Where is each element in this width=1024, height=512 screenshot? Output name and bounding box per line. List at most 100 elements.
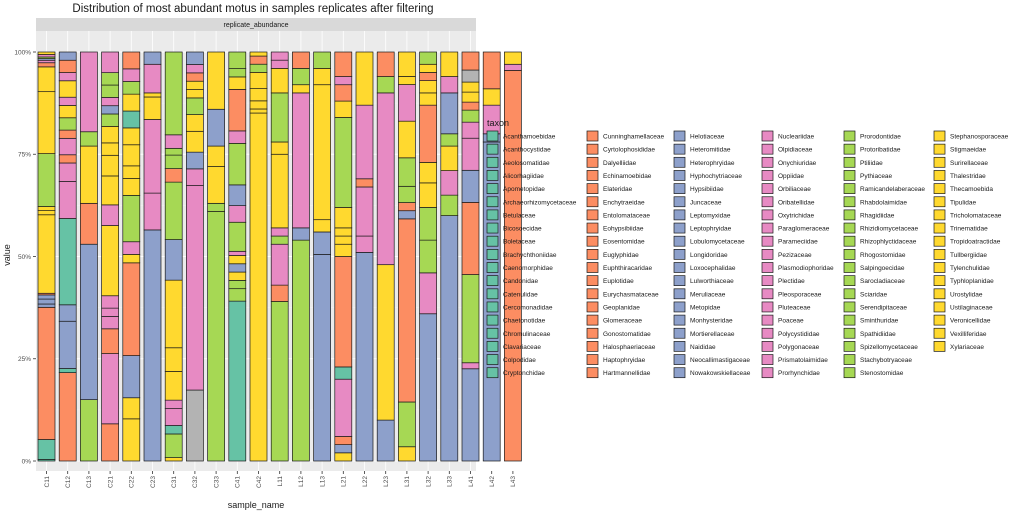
bar-segment [419,272,437,315]
legend-item: Hyphochytriaceae [673,170,742,181]
legend-item: Monhysteridae [673,314,733,326]
legend-swatch [933,130,946,142]
bar-stack [334,51,353,462]
legend-item: Cyrtolophosididae [586,143,655,155]
x-tick-label: L42 [489,476,496,487]
bar-segment [419,92,437,106]
bar-segment [398,401,416,448]
legend-item: Oribatellidae [761,196,815,208]
legend-item: Polycystididae [761,327,820,339]
legend-swatch [673,301,686,313]
x-tick-label: C33 [213,476,220,488]
bar-segment [37,91,56,154]
legend-swatch [586,354,599,365]
bar-segment [334,243,353,257]
bar-segment [58,181,77,219]
x-tick-label: C22 [129,476,136,488]
bar-segment [461,202,480,275]
bar-segment [228,271,247,281]
bar-segment [334,84,353,102]
legend-label: Caenomorphidae [503,265,553,272]
legend-label: Nucleariidae [778,134,815,141]
bar-segment [419,162,437,184]
bar-segment [249,63,268,73]
x-tick-label: L43 [510,476,517,487]
bar-segment [228,89,247,132]
legend-item: Naididae [673,341,716,352]
legend-item: Prorhynchidae [761,367,820,379]
legend-item: Cunninghamellaceae [586,130,664,142]
bar-segment [334,227,353,237]
legend-swatch [486,314,499,326]
legend-swatch [933,341,946,352]
bar-segment [334,76,353,86]
legend-item: Polygonaceae [761,341,820,352]
legend-item: Parameciidae [761,235,818,247]
legend-item: Halosphaeriaceae [586,341,656,352]
bar-segment [37,306,56,440]
bar-segment [419,207,437,241]
legend-swatch [761,222,774,234]
legend-label: Poaceae [778,318,804,325]
x-tick-label: C12 [65,476,72,488]
bar-segment [101,316,119,330]
legend-swatch [843,275,856,286]
bar-segment [461,362,480,370]
bar-segment [440,145,459,171]
legend-swatch [586,183,599,194]
bar-segment [334,235,353,245]
bar-segment [37,214,56,294]
bar-stack [58,51,77,462]
legend-item: Metopidae [673,301,721,313]
bar-segment [461,121,480,139]
legend-swatch [586,249,599,260]
y-axis: 0% 25% 50% 75% 100% [14,49,36,465]
x-tick-label: C23 [150,476,157,488]
x-tick-label: L21 [341,476,348,487]
legend-label: Ramicandelaberaceae [860,186,925,193]
legend-swatch [486,341,499,352]
bar-segment [58,154,77,164]
bar-stack [504,51,522,462]
bar-segment [419,239,437,274]
legend-label: Heterophryidae [690,160,735,167]
legend-label: Tricholomataceae [950,212,1002,219]
bar-segment [186,51,204,65]
legend-label: Typhloplanidae [950,278,994,285]
legend-item: Euglyphidae [586,249,639,260]
bar-segment [58,51,77,61]
bar-segment [334,100,353,118]
legend-swatch [843,288,856,300]
bar-segment [398,51,416,77]
legend-label: Rhizophlyctidaceae [860,239,917,246]
legend-label: Sciaridae [860,291,887,298]
bar-segment [419,313,437,462]
legend-item: Dalyelliidae [586,156,637,168]
legend-label: Gonostomatidae [603,331,651,338]
legend-label: Meruliaceae [690,291,726,298]
legend-swatch [586,327,599,339]
bar-segment [101,295,119,309]
legend-label: Pluteaceae [778,304,811,311]
bar-segment [398,76,416,85]
x-tick-label: C31 [171,476,178,488]
bar-segment [58,59,77,73]
legend-swatch [933,288,946,300]
bar-segment [143,96,162,120]
legend-label: Tipulidae [950,199,977,206]
x-tick-label: C41 [235,476,242,488]
bar-segment [398,157,416,187]
bar-segment [37,210,56,216]
bar-segment [228,300,247,462]
legend-item: Haptophryidae [586,354,646,365]
legend-swatch [586,209,599,221]
legend-item: Longidoridae [673,249,728,260]
legend-swatch [673,170,686,181]
legend-swatch [933,143,946,155]
legend-swatch [843,367,856,379]
x-tick-label: C32 [192,476,199,488]
legend-item: Helotiaceae [673,130,725,142]
legend-label: Thecamoebida [950,186,993,193]
legend-item: Elateridae [586,183,633,194]
legend-item: Oxytrichidae [761,209,815,221]
